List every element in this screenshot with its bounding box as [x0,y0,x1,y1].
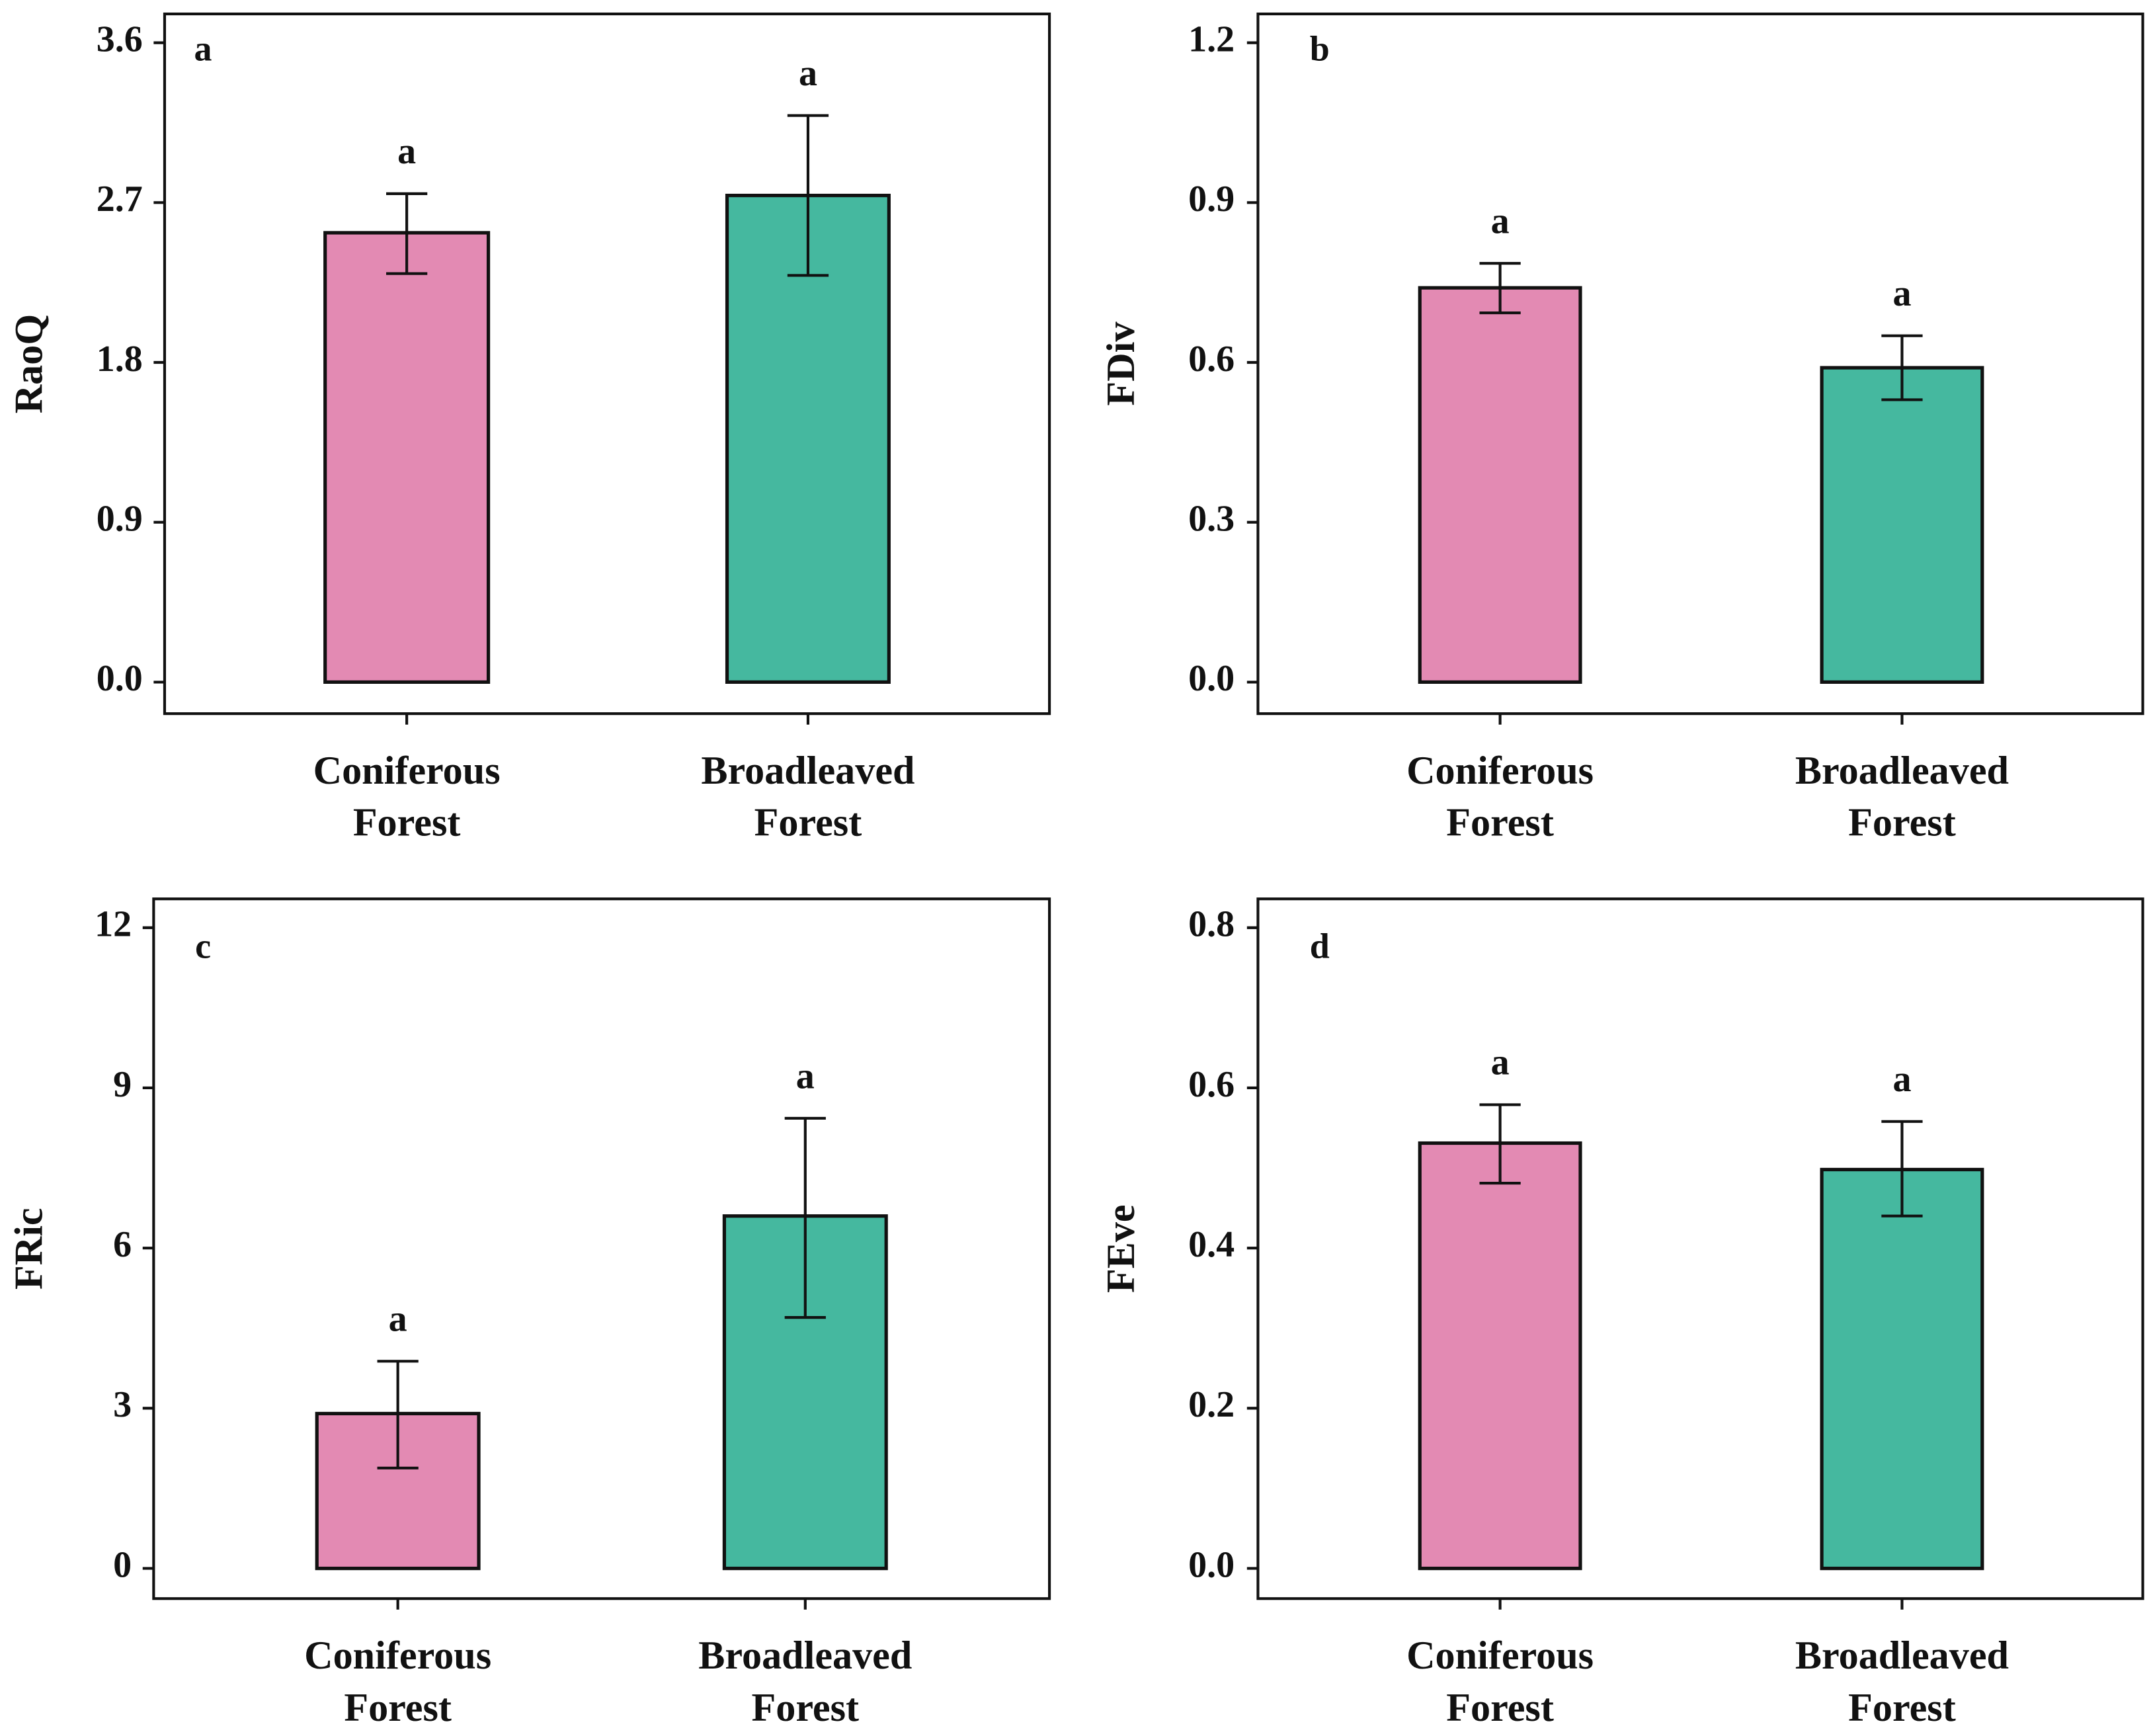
bar-coniferous-forest [1418,286,1582,684]
x-tick-label: Broadleaved [1795,749,2009,793]
x-tick-label: Forest [353,801,461,845]
significance-label: a [799,53,817,94]
x-tick-label: Forest [754,801,862,845]
y-tick-label: 2.7 [97,179,143,220]
plot-frame [1256,12,2144,716]
plot-frame [152,897,1051,1600]
bar-coniferous-forest [323,231,491,684]
y-tick-label: 0.8 [1188,904,1235,945]
x-tick-label: Coniferous [313,749,501,793]
significance-label: a [1491,201,1510,242]
y-tick-label: 0.3 [1188,499,1235,540]
x-tick-label: Forest [1446,1686,1554,1730]
x-tick-label: Coniferous [1406,749,1594,793]
bar-broadleaved-forest [1820,1167,1984,1571]
x-tick-label: Coniferous [1406,1633,1594,1678]
plot-frame [1256,897,2144,1600]
y-tick-label: 0.0 [97,658,143,699]
x-tick-label: Broadleaved [701,749,914,793]
y-tick-label: 3 [113,1384,132,1425]
panel-b: b 0.0 0.3 0.6 0.9 1.2 FDiv a Coniferous Forest a Br… [1099,12,2144,845]
panel-a: a 0.0 0.9 1.8 2.7 3.6 RaoQ a Coniferous Forest a Br… [7,12,1051,845]
x-tick-label: Coniferous [304,1633,491,1678]
significance-label: a [389,1299,407,1340]
y-tick-label: 1.8 [97,339,143,380]
x-tick-label: Broadleaved [1795,1633,2009,1678]
significance-label: a [1491,1042,1510,1083]
y-tick-label: 0.2 [1188,1384,1235,1425]
significance-label: a [397,131,416,172]
bar-broadleaved-forest [1820,366,1984,684]
x-tick-label: Forest [1848,1686,1956,1730]
x-tick-label: Forest [344,1686,452,1730]
x-tick-label: Forest [752,1686,860,1730]
y-tick-label: 0 [113,1544,132,1585]
y-axis-label: RaoQ [7,314,52,413]
significance-label: a [1892,1059,1911,1100]
y-tick-label: 1.2 [1188,19,1235,60]
x-tick-label: Broadleaved [698,1633,912,1678]
y-tick-label: 0.0 [1188,1544,1235,1585]
panel-c: c 0 3 6 9 12 FRic a Coniferous Forest a Broadleaved… [7,897,1051,1730]
x-tick-label: Forest [1446,801,1554,845]
y-tick-label: 0.4 [1188,1224,1235,1265]
panel-label: a [194,29,212,69]
y-tick-label: 0.9 [97,499,143,540]
panel-label: b [1310,29,1330,69]
significance-label: a [1892,273,1911,314]
y-tick-label: 12 [95,904,132,945]
y-axis-label: FEve [1099,1204,1143,1293]
panel-label: c [195,926,211,966]
panel-d: d 0.0 0.2 0.4 0.6 0.8 FEve a Coniferous Forest a Br… [1099,897,2144,1730]
y-tick-label: 3.6 [97,19,143,60]
y-tick-label: 0.6 [1188,339,1235,380]
y-tick-label: 0.9 [1188,179,1235,220]
y-tick-label: 6 [113,1224,132,1265]
plot-frame [163,12,1051,716]
bar-coniferous-forest [1418,1141,1582,1571]
significance-label: a [796,1055,815,1096]
y-axis-label: FDiv [1099,321,1143,406]
y-tick-label: 0.0 [1188,658,1235,699]
y-axis-label: FRic [7,1208,52,1290]
y-tick-label: 9 [113,1064,132,1105]
panel-label: d [1310,926,1330,966]
y-tick-label: 0.6 [1188,1064,1235,1105]
x-tick-label: Forest [1848,801,1956,845]
